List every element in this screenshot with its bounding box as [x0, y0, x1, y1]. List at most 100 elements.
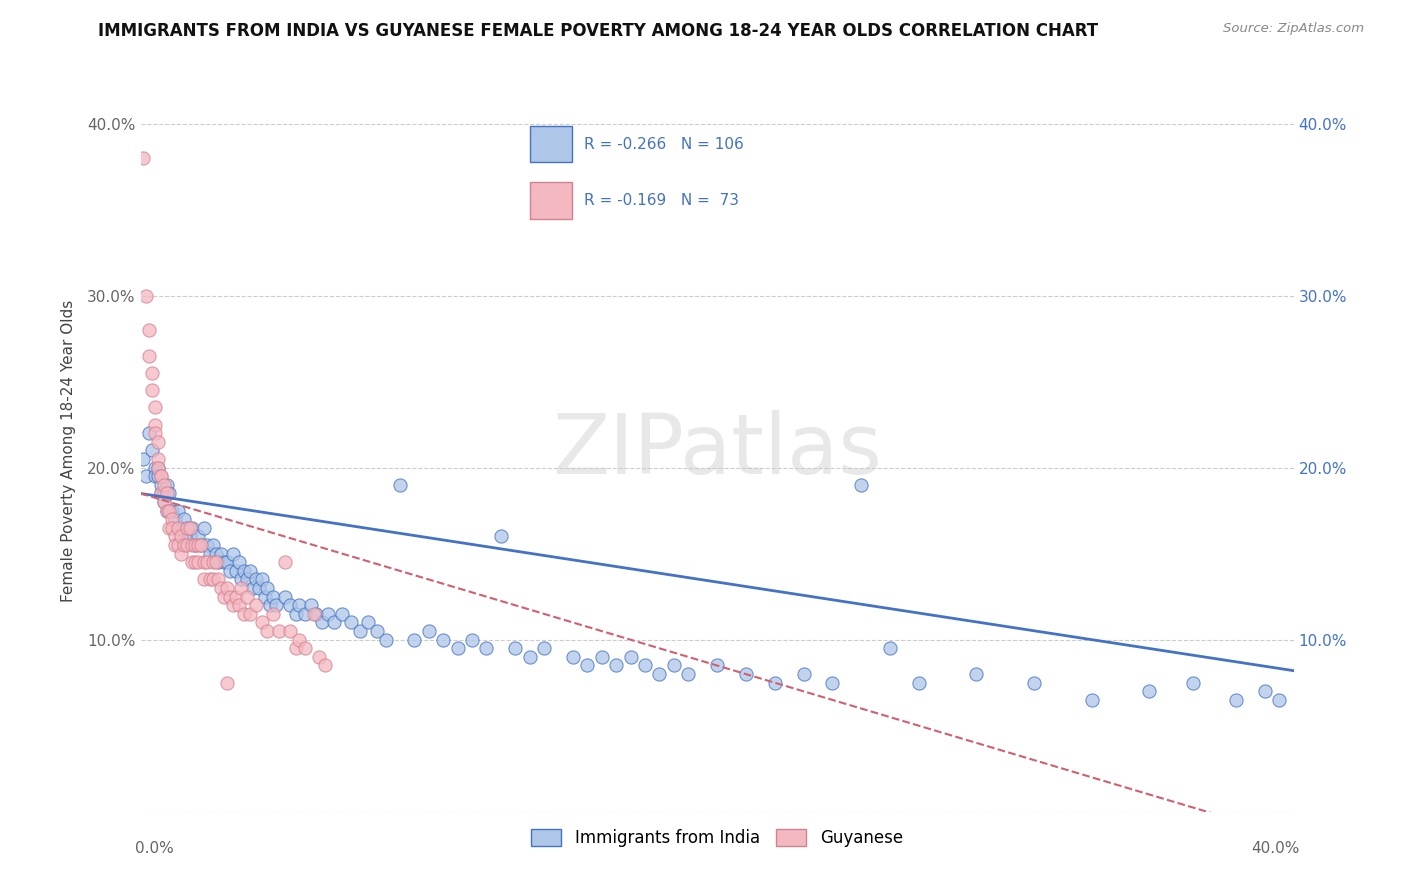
Point [274, 590, 297, 604]
Point [418, 624, 440, 639]
Point [146, 469, 169, 483]
Point [1139, 684, 1161, 698]
Point [340, 615, 363, 630]
Point [274, 555, 297, 569]
Point [149, 478, 172, 492]
Point [357, 615, 380, 630]
Point [152, 495, 174, 509]
Point [152, 478, 174, 492]
Point [159, 503, 180, 517]
Point [190, 538, 212, 552]
Point [245, 573, 267, 587]
Point [533, 641, 555, 656]
Point [259, 599, 281, 613]
Point [201, 573, 224, 587]
Point [138, 349, 160, 363]
Point [233, 564, 256, 578]
Point [167, 538, 190, 552]
Point [141, 366, 163, 380]
Point [280, 624, 302, 639]
Point [141, 443, 163, 458]
Point [170, 521, 193, 535]
Point [149, 486, 172, 500]
Point [366, 624, 388, 639]
Point [591, 649, 613, 664]
Point [225, 564, 247, 578]
Point [159, 486, 180, 500]
Point [242, 581, 264, 595]
Point [236, 573, 259, 587]
Point [489, 529, 512, 543]
Point [193, 521, 215, 535]
Point [256, 624, 278, 639]
Point [187, 538, 209, 552]
Point [132, 452, 155, 467]
Point [662, 658, 685, 673]
Point [162, 503, 184, 517]
Point [1268, 693, 1291, 707]
Point [155, 503, 177, 517]
Point [503, 641, 526, 656]
Point [965, 667, 987, 681]
Point [322, 615, 344, 630]
Point [138, 323, 160, 337]
Point [245, 599, 267, 613]
Text: ZIPatlas: ZIPatlas [553, 410, 882, 491]
Point [155, 503, 177, 517]
Point [256, 581, 278, 595]
Point [1024, 675, 1046, 690]
Point [176, 521, 198, 535]
Point [250, 615, 273, 630]
Point [167, 521, 190, 535]
Point [184, 538, 207, 552]
Point [146, 460, 169, 475]
Point [231, 573, 253, 587]
Point [253, 590, 276, 604]
Point [209, 581, 232, 595]
Point [228, 555, 250, 569]
Point [143, 401, 166, 415]
Point [212, 590, 235, 604]
Point [562, 649, 585, 664]
Point [181, 555, 204, 569]
Point [821, 675, 844, 690]
Point [294, 607, 316, 621]
Point [135, 288, 157, 302]
Point [239, 607, 262, 621]
Point [152, 486, 174, 500]
Point [165, 512, 187, 526]
Point [432, 632, 454, 647]
Point [184, 555, 207, 569]
Text: 0.0%: 0.0% [135, 840, 173, 855]
Point [179, 521, 201, 535]
Point [1081, 693, 1104, 707]
Point [302, 607, 325, 621]
Point [204, 547, 226, 561]
Point [207, 555, 229, 569]
Point [143, 460, 166, 475]
Point [217, 581, 239, 595]
Point [201, 555, 224, 569]
Point [155, 478, 177, 492]
Point [247, 581, 270, 595]
Point [231, 581, 253, 595]
Point [475, 641, 498, 656]
Point [299, 599, 322, 613]
Point [181, 521, 204, 535]
Point [149, 486, 172, 500]
Point [173, 538, 195, 552]
Point [1225, 693, 1247, 707]
Point [138, 426, 160, 441]
Point [170, 529, 193, 543]
Point [228, 599, 250, 613]
Point [233, 607, 256, 621]
Point [264, 599, 287, 613]
Point [1181, 675, 1204, 690]
Point [219, 590, 242, 604]
Point [388, 478, 411, 492]
Point [176, 521, 198, 535]
Point [149, 469, 172, 483]
Point [236, 590, 259, 604]
Point [187, 529, 209, 543]
Point [159, 521, 180, 535]
